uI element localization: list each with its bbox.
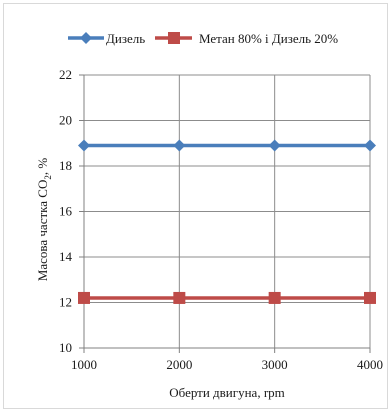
x-axis-title: Оберти двигуна, rpm: [169, 385, 285, 400]
legend-label-series-1: Дизель: [106, 31, 145, 46]
x-tick-label: 1000: [71, 357, 97, 372]
y-axis-title-main: Масова частка CO: [35, 180, 50, 282]
data-point-series-1: [364, 139, 376, 152]
y-tick-label: 18: [59, 158, 72, 173]
legend: Дизель Метан 80% і Дизель 20%: [68, 31, 338, 46]
data-point-series-1: [78, 139, 90, 152]
x-tick-labels: 1000 2000 3000 4000: [71, 357, 383, 372]
y-tick-labels: 10 12 14 16 18 20 22: [59, 67, 73, 355]
y-tick-label: 12: [59, 295, 72, 310]
data-point-series-1: [268, 139, 281, 152]
y-tick-label: 14: [59, 249, 73, 264]
y-tick-label: 22: [59, 67, 72, 82]
series-group: [78, 139, 376, 304]
legend-marker-series-2: [168, 32, 180, 44]
chart-frame: [3, 3, 388, 409]
data-point-series-2: [364, 291, 376, 304]
y-axis-title-subscript: 2: [43, 175, 53, 180]
x-tick-label: 2000: [166, 357, 192, 372]
x-tick-label: 3000: [262, 357, 288, 372]
x-tick-label: 4000: [357, 357, 383, 372]
data-point-series-2: [78, 291, 90, 304]
axes: [79, 74, 371, 353]
y-axis-title-tail: , %: [35, 158, 50, 176]
y-tick-label: 16: [59, 204, 73, 219]
legend-marker-series-1: [80, 32, 92, 44]
grid-lines: [83, 74, 371, 349]
y-tick-label: 10: [59, 340, 72, 355]
data-point-series-1: [173, 139, 186, 152]
y-axis-title: Масова частка CO2, %: [35, 158, 53, 282]
legend-label-series-2: Метан 80% і Дизель 20%: [199, 31, 338, 46]
y-tick-label: 20: [59, 113, 72, 128]
data-point-series-2: [173, 291, 186, 304]
data-point-series-2: [268, 291, 281, 304]
